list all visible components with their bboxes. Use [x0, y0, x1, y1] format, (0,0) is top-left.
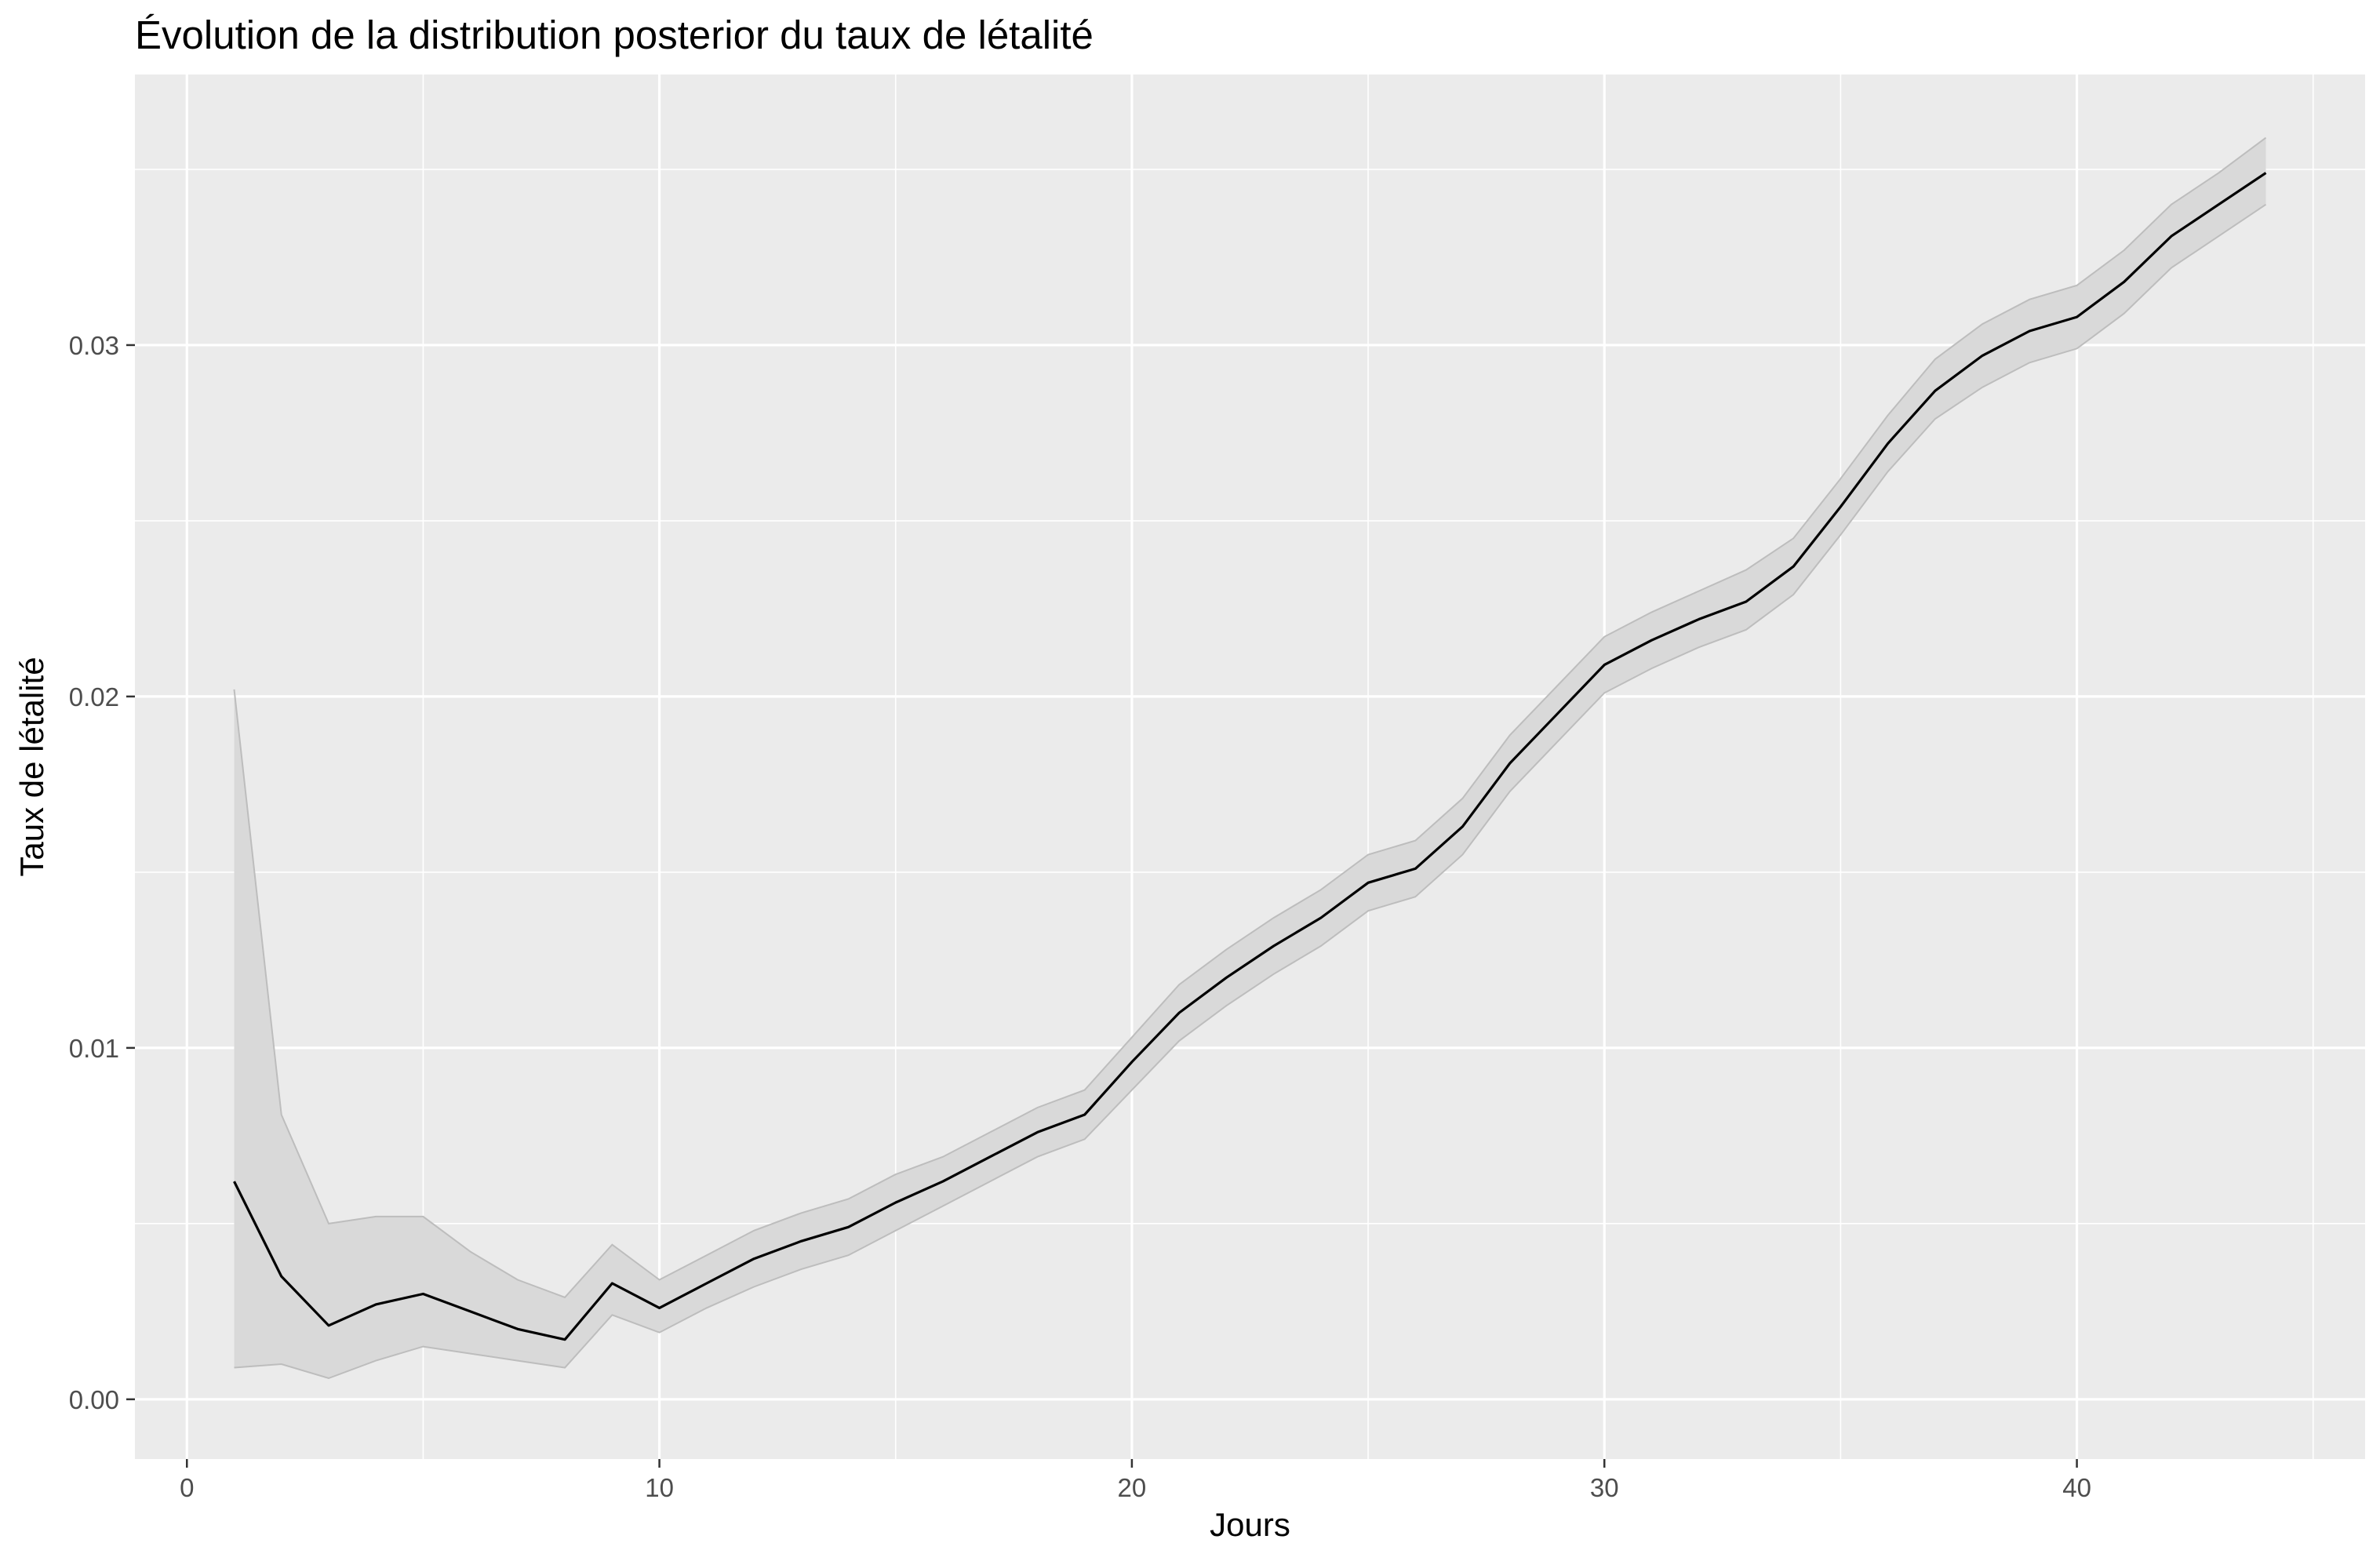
y-tick-label: 0.01 — [69, 1034, 119, 1063]
credible-interval-lower-edge — [234, 203, 2267, 1380]
x-axis-title: Jours — [1210, 1506, 1290, 1543]
x-tick-label: 0 — [180, 1473, 194, 1502]
credible-interval-upper-edge — [233, 136, 2267, 1299]
plot-panel — [135, 75, 2365, 1459]
chart-title: Évolution de la distribution posterior d… — [135, 13, 1094, 57]
credible-interval-layer — [233, 136, 2267, 1380]
credible-interval-ribbon — [234, 137, 2266, 1379]
mean-line-layer — [233, 172, 2267, 1341]
x-tick-label: 30 — [1590, 1473, 1619, 1502]
x-tick-label: 10 — [645, 1473, 674, 1502]
mean-line — [233, 172, 2267, 1341]
x-tick-label: 20 — [1118, 1473, 1147, 1502]
minor-gridlines — [135, 75, 2365, 1459]
y-tick-label: 0.03 — [69, 331, 119, 360]
x-tick-label: 40 — [2062, 1473, 2091, 1502]
x-axis: 0 10 20 30 40 — [180, 1459, 2091, 1502]
y-tick-label: 0.00 — [69, 1385, 119, 1414]
y-tick-label: 0.02 — [69, 682, 119, 711]
major-gridlines — [135, 75, 2365, 1459]
y-axis: 0.00 0.01 0.02 0.03 — [69, 331, 135, 1414]
y-axis-title: Taux de létalité — [13, 657, 50, 876]
